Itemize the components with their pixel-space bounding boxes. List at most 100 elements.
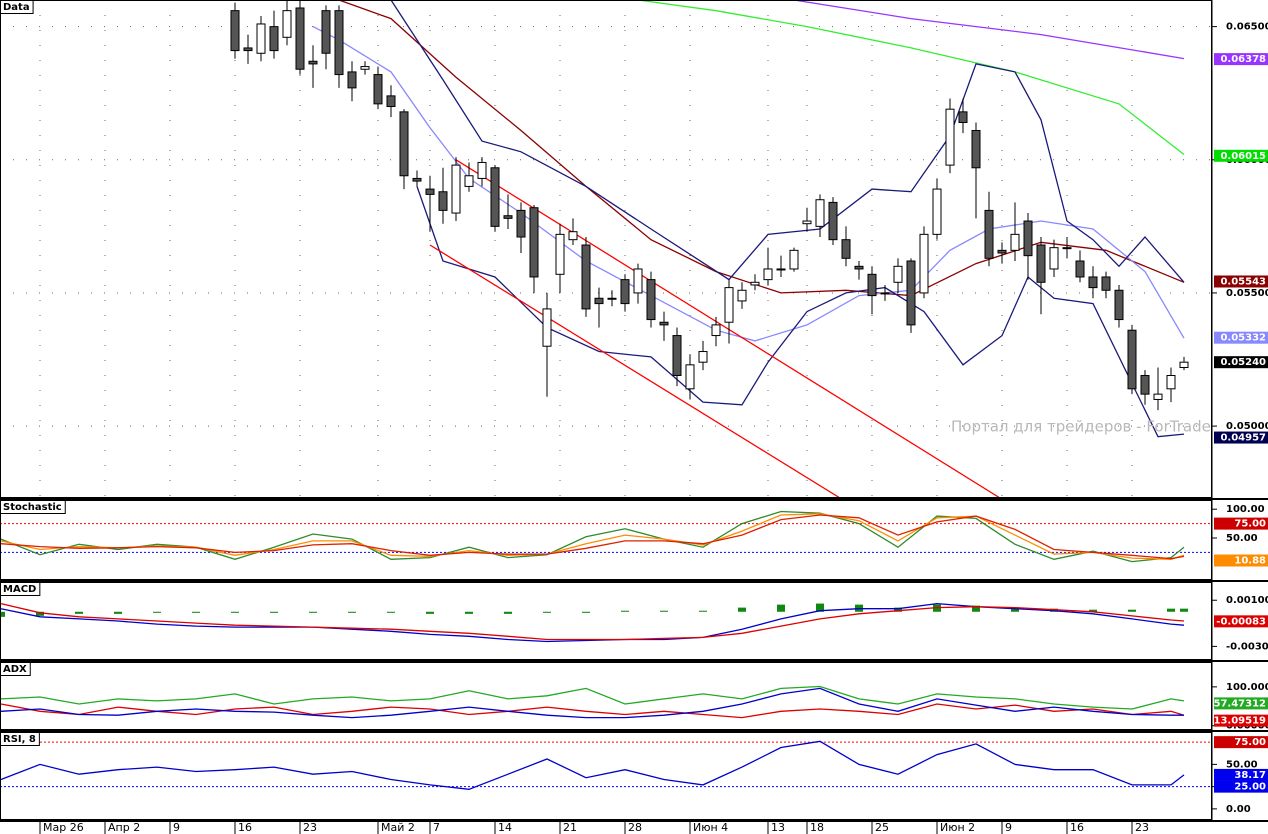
- candle-body: [763, 268, 773, 281]
- candle-body: [906, 260, 916, 326]
- candle-body: [997, 249, 1007, 254]
- indicator-line: [0, 703, 1185, 719]
- x-tick-label: 23: [1135, 821, 1149, 834]
- histogram-bar: [738, 607, 746, 612]
- candle-body: [334, 10, 344, 76]
- price-tag-label: 0.06015: [1220, 151, 1266, 162]
- candle-body: [581, 244, 591, 310]
- candle-body: [958, 111, 968, 124]
- histogram-bar: [231, 611, 239, 613]
- y-tick-label: 100.00: [1226, 504, 1265, 515]
- candle-body: [802, 220, 812, 225]
- price-tag: [1214, 697, 1268, 710]
- candle-body: [282, 10, 292, 38]
- candle-body: [529, 207, 539, 278]
- candle-body: [230, 10, 240, 52]
- candle-body: [373, 74, 383, 105]
- candle-body: [828, 201, 838, 241]
- y-tick-label: -0.00300: [1226, 641, 1268, 652]
- price-tag: [1214, 736, 1268, 749]
- x-tick-label: Апр 2: [108, 821, 140, 834]
- indicator-line: [0, 602, 1185, 641]
- histogram-bar: [894, 607, 902, 612]
- histogram-bar: [1167, 608, 1175, 612]
- candle-body: [750, 281, 760, 286]
- histogram-bar: [270, 611, 278, 613]
- candle-body: [1114, 289, 1124, 321]
- price-tag-label: 0.05543: [1220, 276, 1266, 287]
- histogram-bar: [777, 604, 785, 612]
- y-tick-label: 0.00: [1226, 804, 1251, 815]
- panel-title: RSI, 8: [3, 734, 36, 745]
- panel: [0, 602, 1188, 643]
- candle-body: [347, 71, 357, 89]
- candle-body: [672, 335, 682, 376]
- panel-title-box: [0, 0, 34, 14]
- candle-body: [256, 23, 266, 54]
- histogram-bar: [348, 611, 356, 613]
- candle-body: [321, 10, 331, 54]
- histogram-bar: [1089, 609, 1097, 612]
- candle-body: [464, 175, 474, 187]
- price-tag: [1214, 780, 1268, 793]
- candle-body: [633, 268, 643, 294]
- panel-title: Stochastic: [3, 502, 62, 513]
- candle-body: [1075, 260, 1085, 278]
- price-tag-label: -0.00083: [1216, 616, 1266, 627]
- candle-body: [1088, 276, 1098, 289]
- candle-body: [425, 188, 435, 195]
- candle-body: [893, 265, 903, 283]
- histogram-bar: [465, 611, 473, 614]
- candle-body: [1010, 233, 1020, 251]
- candle-body: [555, 233, 565, 275]
- panel: [0, 685, 1185, 719]
- candle-body: [620, 279, 630, 305]
- x-tick-label: 21: [563, 821, 577, 834]
- candle-body: [854, 265, 864, 270]
- watermark: Портал для трейдеров - ForTrader: [951, 418, 1218, 436]
- x-tick-label: 25: [875, 821, 889, 834]
- candle-body: [568, 231, 578, 241]
- panel: Портал для трейдеров - ForTrader: [0, 0, 1218, 498]
- candle-body: [867, 273, 877, 297]
- histogram-bar: [699, 610, 707, 612]
- panel-title-box: [0, 732, 40, 746]
- price-tag: [1214, 554, 1268, 567]
- price-tag: [1214, 768, 1268, 781]
- price-tag: [1214, 356, 1268, 369]
- candle-body: [477, 161, 487, 179]
- candle-body: [412, 177, 422, 182]
- y-tick-label: 0.05000: [1226, 421, 1268, 432]
- price-tag-label: 57.47312: [1213, 698, 1266, 709]
- histogram-bar: [36, 611, 44, 616]
- candle-body: [360, 66, 370, 70]
- candle-body: [542, 308, 552, 347]
- indicator-line: [429, 244, 841, 498]
- price-tag-label: 0.05332: [1220, 333, 1266, 344]
- histogram-bar: [0, 611, 5, 617]
- indicator-line: [390, 0, 1185, 283]
- panel-title-box: [0, 500, 66, 514]
- x-tick-label: 13: [771, 821, 785, 834]
- candle-body: [1166, 374, 1176, 390]
- price-tag-label: 0.04957: [1220, 433, 1266, 444]
- histogram-bar: [504, 611, 512, 614]
- x-tick-label: Июн 2: [940, 821, 975, 834]
- panel: [0, 510, 1212, 563]
- histogram-bar: [543, 611, 551, 613]
- price-tag-label: 75.00: [1234, 519, 1266, 530]
- x-tick-label: Июн 4: [693, 821, 728, 834]
- price-tag: [1214, 431, 1268, 444]
- candle-body: [451, 164, 461, 214]
- indicator-line: [455, 159, 1001, 498]
- y-tick-label: 0.05500: [1226, 288, 1268, 299]
- panel-title-box: [0, 662, 31, 676]
- candle-body: [1179, 361, 1189, 369]
- x-tick-label: Мар 26: [43, 821, 84, 834]
- candle-body: [789, 249, 799, 270]
- candle-body: [438, 191, 448, 211]
- candle-body: [880, 292, 890, 295]
- histogram-bar: [582, 611, 590, 613]
